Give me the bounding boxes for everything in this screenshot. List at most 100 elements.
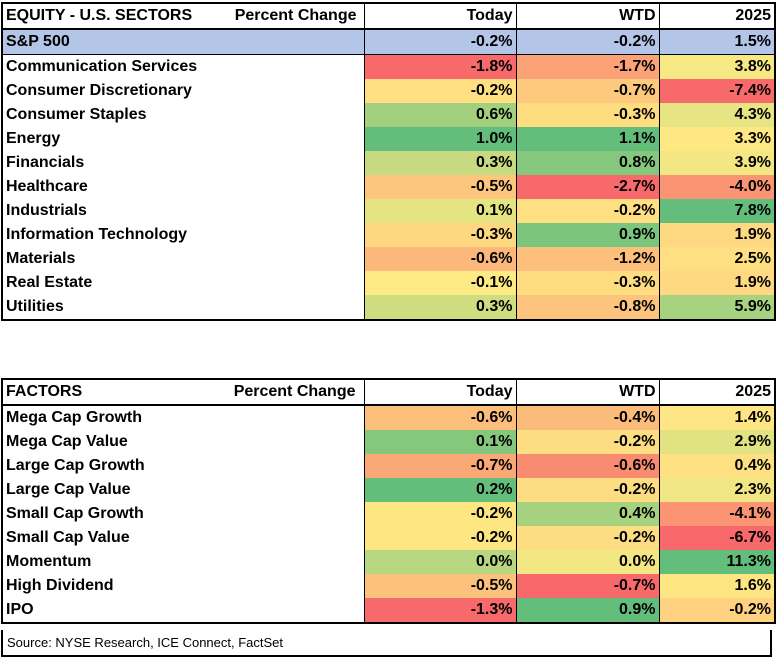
value-cell-wtd: -0.2% xyxy=(516,199,659,223)
value-cell-ytd: 5.9% xyxy=(659,295,775,320)
sp500-row: S&P 500 -0.2% -0.2% 1.5% xyxy=(2,29,775,55)
value-cell-today: -0.7% xyxy=(364,454,516,478)
table-row: Consumer Staples 0.6% -0.3% 4.3% xyxy=(2,103,775,127)
row-label: Momentum xyxy=(2,550,364,574)
column-header-today: Today xyxy=(364,3,516,29)
table-row: Communication Services -1.8% -1.7% 3.8% xyxy=(2,55,775,80)
value-cell-wtd: 0.0% xyxy=(516,550,659,574)
value-cell-today: 0.3% xyxy=(364,151,516,175)
table-row: Large Cap Value 0.2% -0.2% 2.3% xyxy=(2,478,775,502)
sector-table-subtitle: Percent Change xyxy=(235,4,361,28)
value-cell-today: 1.0% xyxy=(364,127,516,151)
value-cell-ytd: 1.9% xyxy=(659,271,775,295)
sp500-ytd: 1.5% xyxy=(659,29,775,55)
row-label: Utilities xyxy=(2,295,364,320)
value-cell-wtd: -0.6% xyxy=(516,454,659,478)
factor-table: FACTORS Percent Change Today WTD 2025 Me… xyxy=(1,378,776,624)
value-cell-ytd: 2.3% xyxy=(659,478,775,502)
sector-table: EQUITY - U.S. SECTORS Percent Change Tod… xyxy=(1,2,776,321)
row-label: Consumer Discretionary xyxy=(2,79,364,103)
factor-header-cell: FACTORS Percent Change xyxy=(2,379,364,405)
table-row: Healthcare -0.5% -2.7% -4.0% xyxy=(2,175,775,199)
value-cell-ytd: 4.3% xyxy=(659,103,775,127)
value-cell-wtd: 0.9% xyxy=(516,223,659,247)
value-cell-today: 0.0% xyxy=(364,550,516,574)
value-cell-wtd: -0.2% xyxy=(516,526,659,550)
source-note: Source: NYSE Research, ICE Connect, Fact… xyxy=(1,630,772,657)
value-cell-ytd: 3.8% xyxy=(659,55,775,80)
value-cell-ytd: -0.2% xyxy=(659,598,775,623)
row-label: Small Cap Value xyxy=(2,526,364,550)
column-header-ytd: 2025 xyxy=(659,379,775,405)
factor-header-row: FACTORS Percent Change Today WTD 2025 xyxy=(2,379,775,405)
column-header-wtd: WTD xyxy=(516,3,659,29)
value-cell-wtd: -1.7% xyxy=(516,55,659,80)
value-cell-wtd: -0.2% xyxy=(516,430,659,454)
value-cell-ytd: 2.5% xyxy=(659,247,775,271)
value-cell-today: -1.8% xyxy=(364,55,516,80)
value-cell-wtd: -0.7% xyxy=(516,79,659,103)
factor-table-subtitle: Percent Change xyxy=(234,380,361,404)
value-cell-ytd: 3.3% xyxy=(659,127,775,151)
table-row: Financials 0.3% 0.8% 3.9% xyxy=(2,151,775,175)
table-row: Mega Cap Growth -0.6% -0.4% 1.4% xyxy=(2,405,775,430)
value-cell-today: -0.2% xyxy=(364,526,516,550)
value-cell-ytd: 1.6% xyxy=(659,574,775,598)
value-cell-ytd: -4.0% xyxy=(659,175,775,199)
table-row: Mega Cap Value 0.1% -0.2% 2.9% xyxy=(2,430,775,454)
table-row: Consumer Discretionary -0.2% -0.7% -7.4% xyxy=(2,79,775,103)
sp500-wtd: -0.2% xyxy=(516,29,659,55)
sector-header-cell: EQUITY - U.S. SECTORS Percent Change xyxy=(2,3,364,29)
value-cell-ytd: 3.9% xyxy=(659,151,775,175)
value-cell-ytd: 7.8% xyxy=(659,199,775,223)
column-header-wtd: WTD xyxy=(516,379,659,405)
value-cell-wtd: 0.9% xyxy=(516,598,659,623)
sector-table-title: EQUITY - U.S. SECTORS xyxy=(6,4,192,28)
sp500-label: S&P 500 xyxy=(2,29,364,55)
row-label: Mega Cap Growth xyxy=(2,405,364,430)
value-cell-ytd: 1.4% xyxy=(659,405,775,430)
row-label: Industrials xyxy=(2,199,364,223)
value-cell-today: -0.2% xyxy=(364,79,516,103)
value-cell-ytd: 2.9% xyxy=(659,430,775,454)
value-cell-today: -0.1% xyxy=(364,271,516,295)
table-row: Information Technology -0.3% 0.9% 1.9% xyxy=(2,223,775,247)
value-cell-today: 0.2% xyxy=(364,478,516,502)
table-row: High Dividend -0.5% -0.7% 1.6% xyxy=(2,574,775,598)
value-cell-wtd: -0.3% xyxy=(516,271,659,295)
value-cell-today: -0.5% xyxy=(364,175,516,199)
table-row: Industrials 0.1% -0.2% 7.8% xyxy=(2,199,775,223)
value-cell-ytd: 11.3% xyxy=(659,550,775,574)
row-label: Communication Services xyxy=(2,55,364,80)
row-label: Financials xyxy=(2,151,364,175)
value-cell-ytd: -7.4% xyxy=(659,79,775,103)
value-cell-today: 0.6% xyxy=(364,103,516,127)
factor-table-body: FACTORS Percent Change Today WTD 2025 Me… xyxy=(2,379,775,623)
value-cell-today: 0.3% xyxy=(364,295,516,320)
value-cell-wtd: -0.2% xyxy=(516,478,659,502)
row-label: Mega Cap Value xyxy=(2,430,364,454)
row-label: Small Cap Growth xyxy=(2,502,364,526)
row-label: Large Cap Growth xyxy=(2,454,364,478)
table-row: Small Cap Value -0.2% -0.2% -6.7% xyxy=(2,526,775,550)
row-label: Large Cap Value xyxy=(2,478,364,502)
row-label: Materials xyxy=(2,247,364,271)
sp500-today: -0.2% xyxy=(364,29,516,55)
value-cell-today: -0.2% xyxy=(364,502,516,526)
row-label: Information Technology xyxy=(2,223,364,247)
table-row: IPO -1.3% 0.9% -0.2% xyxy=(2,598,775,623)
sector-table-body: EQUITY - U.S. SECTORS Percent Change Tod… xyxy=(2,3,775,320)
value-cell-today: -0.3% xyxy=(364,223,516,247)
value-cell-ytd: 1.9% xyxy=(659,223,775,247)
value-cell-wtd: -0.3% xyxy=(516,103,659,127)
column-header-ytd: 2025 xyxy=(659,3,775,29)
value-cell-today: -1.3% xyxy=(364,598,516,623)
value-cell-today: -0.5% xyxy=(364,574,516,598)
value-cell-wtd: 0.4% xyxy=(516,502,659,526)
value-cell-ytd: -6.7% xyxy=(659,526,775,550)
row-label: Healthcare xyxy=(2,175,364,199)
value-cell-wtd: -0.8% xyxy=(516,295,659,320)
value-cell-wtd: -0.7% xyxy=(516,574,659,598)
table-row: Utilities 0.3% -0.8% 5.9% xyxy=(2,295,775,320)
value-cell-wtd: -2.7% xyxy=(516,175,659,199)
